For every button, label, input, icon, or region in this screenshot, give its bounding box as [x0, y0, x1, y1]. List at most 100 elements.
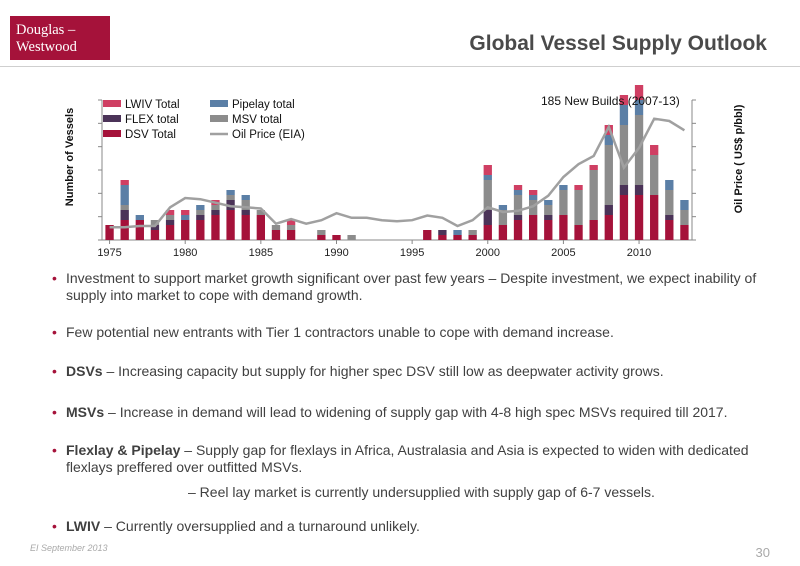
x-tick-label: 1990 [324, 247, 348, 259]
bar-segment [634, 195, 644, 240]
bar-segment [574, 190, 583, 225]
legend-label: LWIV Total [125, 99, 180, 111]
bar-segment [559, 190, 568, 215]
bar-segment [286, 225, 296, 230]
legend-label: DSV Total [125, 129, 176, 141]
bar-segment [438, 230, 447, 235]
bullet-item: • Few potential new entrants with Tier 1… [52, 324, 614, 340]
bar-segment [483, 165, 492, 175]
bullet-item: • MSVs – Increase in demand will lead to… [52, 404, 728, 420]
brand-line-2: Westwood [16, 39, 77, 55]
bar-segment [619, 185, 629, 195]
bar-segment [680, 200, 689, 210]
bar-segment [241, 195, 250, 200]
bar-segment [211, 205, 220, 210]
bar-segment [241, 215, 250, 240]
bar-segment [438, 235, 447, 240]
bar-segment [619, 125, 629, 185]
bar-segment [513, 195, 523, 215]
bar-segment [665, 180, 674, 190]
bar-segment [135, 215, 144, 220]
bar-segment [468, 235, 477, 240]
bullet-item: • Investment to support market growth si… [52, 270, 757, 303]
bar-segment [528, 215, 538, 240]
bar-segment [589, 170, 598, 220]
bar-segment [317, 235, 326, 240]
bar-segment [165, 225, 175, 240]
legend-swatch [103, 100, 121, 107]
bar-segment [513, 215, 523, 220]
bar-segment [347, 235, 356, 240]
bar-segment [498, 205, 508, 210]
x-tick-label: 1985 [249, 247, 273, 259]
right-axis-title: Oil Price ( US$ p/bbl) [733, 104, 745, 213]
vessel-supply-chart: 1975 1980 1985 1990 1995 2000 2005 2010 LWIV Tot… [64, 85, 745, 259]
bar-segment [650, 195, 659, 240]
bar-segment [196, 215, 205, 220]
bar-segment [211, 210, 220, 215]
new-builds-annotation: 185 New Builds (2007-13) [541, 94, 680, 108]
bar-segment [468, 230, 477, 235]
bar-segment [196, 210, 205, 215]
bar-segment [634, 100, 644, 115]
bar-segment [634, 115, 644, 185]
bar-segment [589, 165, 598, 170]
legend-label: MSV total [232, 114, 282, 126]
bar-segment [634, 85, 644, 100]
bar-segment [619, 195, 629, 240]
bar-segment [150, 230, 160, 240]
bar-segment [483, 225, 492, 240]
bar-segment [150, 225, 160, 230]
bullet-item: • DSVs – Increasing capacity but supply … [52, 363, 664, 379]
bar-segment [181, 215, 190, 220]
bar-segment [196, 220, 205, 240]
bar-segment [544, 205, 553, 215]
bar-segment [498, 225, 508, 240]
x-tick-label: 1995 [400, 247, 424, 259]
x-tick-label: 2005 [551, 247, 575, 259]
bar-segment [559, 215, 568, 240]
bar-segment [211, 215, 220, 240]
brand-line-1: Douglas – [16, 22, 76, 38]
bar-segment [226, 190, 235, 195]
left-axis-title: Number of Vessels [64, 108, 76, 206]
bar-segment [286, 220, 296, 225]
x-tick-label: 2000 [476, 247, 500, 259]
bar-segment [150, 220, 160, 225]
bar-segment [650, 145, 659, 155]
bar-segment [165, 215, 175, 220]
bar-segment [423, 230, 432, 240]
bar-segment [226, 195, 235, 200]
x-tick-label: 2010 [627, 247, 651, 259]
legend-swatch [210, 100, 228, 107]
bar-segment [196, 205, 205, 210]
bar-segment [256, 215, 266, 240]
bar-segment [513, 190, 523, 195]
bar-segment [528, 195, 538, 200]
bar-segment [165, 210, 175, 215]
bar-segment [498, 210, 508, 225]
bar-segment [286, 230, 296, 240]
bar-segment [665, 220, 674, 240]
bar-segment [105, 225, 114, 240]
bar-segment [135, 220, 144, 240]
bar-segment [317, 230, 326, 235]
sub-bullet-item: – Reel lay market is currently undersupp… [188, 484, 655, 500]
bar-segment [604, 205, 613, 215]
bar-segment [634, 185, 644, 195]
bar-segment [256, 210, 266, 215]
bar-segment [181, 210, 190, 215]
brand-logo: Douglas – Westwood [10, 16, 110, 60]
bar-segment [574, 185, 583, 190]
bar-segment [559, 185, 568, 190]
bar-segment [453, 235, 462, 240]
bullet-item: • LWIV – Currently oversupplied and a tu… [52, 518, 420, 534]
bar-segment [271, 225, 281, 230]
bar-segment [120, 205, 129, 210]
bar-segment [544, 200, 553, 205]
bar-segment [120, 180, 129, 185]
page-number: 30 [755, 545, 770, 560]
bar-segment [483, 180, 492, 210]
x-tick-label: 1975 [97, 247, 121, 259]
bar-segment [513, 185, 523, 190]
